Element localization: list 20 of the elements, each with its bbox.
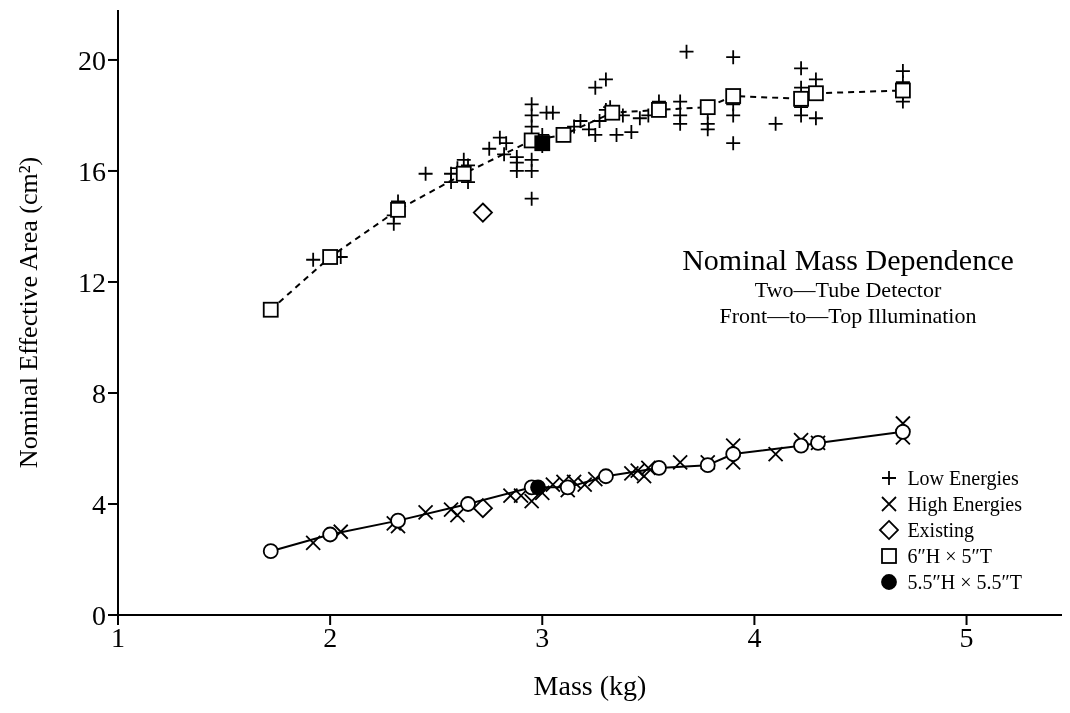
legend-label: High Energies [907,492,1022,516]
y-tick-label: 8 [92,377,106,409]
x-tick-label: 1 [111,621,125,653]
y-tick-label: 0 [92,599,106,631]
x-tick-label: 4 [747,621,762,653]
legend-label: Low Energies [907,466,1019,490]
text: Two—Tube Detector Front—to—Top Illumination [718,277,978,329]
x-tick-label: 5 [959,621,974,653]
y-tick-label: 16 [78,155,106,187]
x-tick-label: 2 [323,621,338,653]
x-axis-title: Mass (kg) [533,670,647,701]
legend-label: 5.5″H × 5.5″T [907,570,1022,594]
y-axis-title: Nominal Effective Area (cm²) [14,156,44,469]
legend-label: 6″H × 5″T [907,544,992,568]
x-tick-label: 3 [535,621,550,653]
legend-label: Existing [907,518,975,542]
y-tick-label: 12 [78,266,106,298]
y-tick-label: 4 [92,488,106,520]
text: Nominal Mass Dependence [681,243,1015,277]
y-tick-label: 20 [78,44,106,76]
